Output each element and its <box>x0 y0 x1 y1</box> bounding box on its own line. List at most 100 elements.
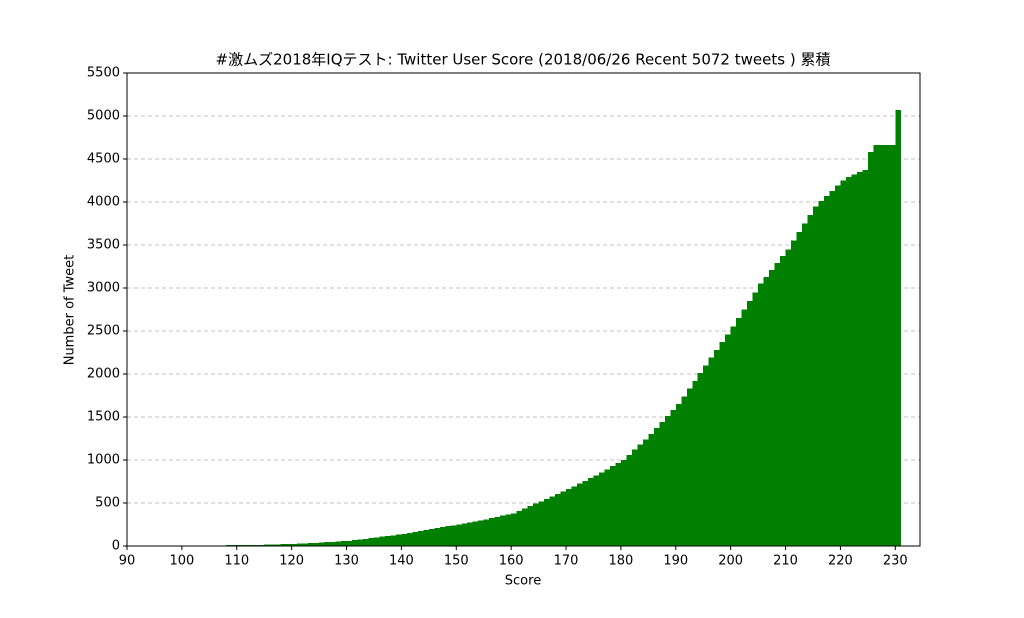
bar <box>456 525 462 547</box>
bar <box>528 506 534 546</box>
bar <box>857 172 863 546</box>
bar <box>599 472 605 546</box>
bar <box>632 450 638 546</box>
bar <box>648 434 654 546</box>
bar <box>379 537 385 546</box>
bar <box>615 463 621 546</box>
y-tick-label: 2000 <box>87 367 120 382</box>
y-tick-label: 3000 <box>87 281 120 296</box>
bar <box>495 517 501 546</box>
bar <box>550 496 556 546</box>
bar <box>467 522 473 546</box>
bar <box>736 318 742 546</box>
bar <box>385 536 391 546</box>
bar <box>336 542 342 546</box>
x-tick-label: 110 <box>224 554 249 569</box>
bar <box>330 542 336 546</box>
bar <box>566 489 572 546</box>
bar <box>879 145 885 546</box>
bar <box>440 527 446 546</box>
bar <box>681 396 687 546</box>
bar <box>703 365 709 546</box>
bar <box>357 539 363 546</box>
bar <box>412 532 418 546</box>
bar <box>500 516 506 546</box>
bar <box>687 389 693 546</box>
y-tick-label: 4000 <box>87 195 120 210</box>
bar <box>890 145 896 546</box>
x-tick-label: 220 <box>828 554 853 569</box>
bar <box>895 110 901 546</box>
bar <box>769 270 775 546</box>
bar <box>802 224 808 547</box>
y-tick-label: 1000 <box>87 453 120 468</box>
bar <box>786 249 792 546</box>
bar <box>709 358 715 546</box>
bar <box>418 531 424 546</box>
bar <box>840 181 846 547</box>
x-tick-label: 230 <box>883 554 908 569</box>
bar <box>434 528 440 546</box>
x-tick-label: 160 <box>499 554 524 569</box>
bar <box>807 215 813 546</box>
bar <box>626 455 632 546</box>
bar <box>698 373 704 546</box>
chart-title: #激ムズ2018年IQテスト: Twitter User Score (2018… <box>216 51 831 69</box>
bar <box>764 277 770 546</box>
bar <box>401 534 407 546</box>
bar <box>363 539 369 546</box>
bar <box>676 404 682 546</box>
bar <box>555 494 561 546</box>
x-tick-label: 210 <box>773 554 798 569</box>
y-tick-label: 5500 <box>87 66 120 81</box>
bar <box>423 530 429 546</box>
bar <box>829 191 835 546</box>
bar <box>720 342 726 546</box>
bar <box>347 541 353 546</box>
bar <box>758 284 764 546</box>
bar <box>572 486 578 546</box>
bar <box>396 535 402 546</box>
x-axis-label: Score <box>505 574 541 589</box>
bar <box>478 520 484 546</box>
bar <box>797 232 803 546</box>
bar <box>368 538 374 546</box>
bar <box>517 511 523 546</box>
bar <box>445 526 451 546</box>
bar <box>577 484 583 546</box>
bar <box>818 201 824 546</box>
bar <box>506 515 512 546</box>
bar <box>352 540 358 546</box>
x-tick-label: 180 <box>608 554 633 569</box>
y-tick-label: 0 <box>112 539 120 554</box>
bar <box>451 525 457 546</box>
bar <box>692 381 698 546</box>
bar <box>775 263 781 546</box>
bar <box>731 327 737 546</box>
y-tick-label: 2500 <box>87 324 120 339</box>
bar <box>544 499 550 546</box>
bar <box>341 541 347 546</box>
x-tick-label: 120 <box>279 554 304 569</box>
bar <box>462 523 468 546</box>
bar <box>561 492 567 546</box>
y-tick-label: 1500 <box>87 410 120 425</box>
bar <box>407 533 413 546</box>
bar <box>851 174 857 546</box>
bar <box>588 478 594 546</box>
y-tick-label: 5000 <box>87 109 120 124</box>
bar <box>539 501 545 546</box>
x-tick-label: 200 <box>718 554 743 569</box>
bar <box>846 177 852 546</box>
bar <box>813 206 819 546</box>
y-axis-label: Number of Tweet <box>63 255 78 366</box>
bar <box>791 241 797 546</box>
bar <box>670 410 676 546</box>
bar <box>884 145 890 546</box>
y-tick-label: 500 <box>95 496 120 511</box>
bar <box>780 256 786 546</box>
bar <box>325 542 331 546</box>
y-tick-label: 3500 <box>87 238 120 253</box>
bar <box>582 481 588 546</box>
